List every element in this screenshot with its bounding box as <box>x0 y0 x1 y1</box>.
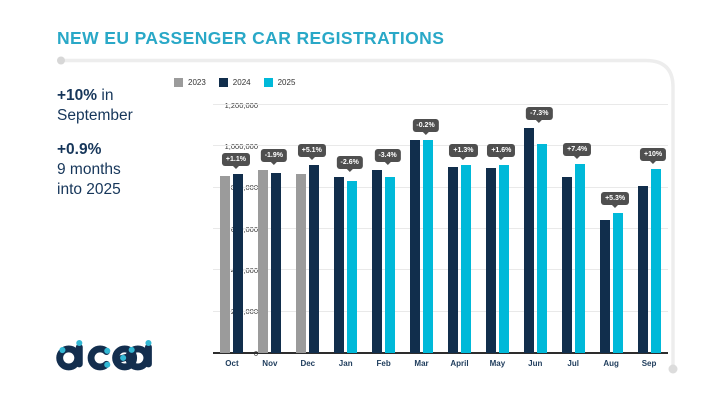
change-badge-Oct: +1.1% <box>221 153 250 167</box>
x-axis-label-Aug: Aug <box>603 359 619 368</box>
bar-Jul-2024 <box>561 176 572 353</box>
bar-Dec-2023 <box>296 173 307 353</box>
bar-Jun-2025 <box>536 144 547 353</box>
x-axis-month-labels: Oct Nov Dec Jan Feb Mar April May Jun Jul Aug Sep <box>213 359 668 373</box>
bar-Jul-2025 <box>574 163 585 353</box>
bar-group-Oct: +1.1% <box>213 105 251 353</box>
bar-Jan-2025 <box>347 181 358 353</box>
change-badge-Jun: -7.3% <box>526 106 553 120</box>
change-badge-Aug: +5.3% <box>601 191 630 205</box>
bar-Aug-2024 <box>599 219 610 353</box>
x-axis-label-Nov: Nov <box>262 359 278 368</box>
highlight-september-line2: September <box>57 107 133 124</box>
bar-April-2025 <box>460 164 471 353</box>
change-badge-Jul: +7.4% <box>563 142 592 156</box>
change-badge-May: +1.6% <box>487 143 516 157</box>
gridline <box>213 104 668 105</box>
gridline <box>213 228 668 229</box>
bar-group-Dec: +5.1% <box>289 105 327 353</box>
gridline <box>213 269 668 271</box>
bar-Feb-2025 <box>385 176 396 353</box>
legend-item-2024: 2024 <box>218 78 251 87</box>
x-axis-label-Oct: Oct <box>225 359 239 368</box>
logo-accent-dots <box>59 339 152 368</box>
bar-Mar-2025 <box>423 140 434 353</box>
bar-group-Jan: -2.6% <box>327 105 365 353</box>
acea-logo <box>56 339 152 371</box>
legend-label: 2025 <box>277 78 296 87</box>
gridline <box>213 310 668 312</box>
change-badge-Dec: +5.1% <box>297 143 326 157</box>
highlight-ytd-line2: 9 months <box>57 161 121 178</box>
highlight-ytd: +0.9% 9 months into 2025 <box>57 140 121 200</box>
highlight-ytd-value: +0.9% <box>57 141 102 158</box>
bar-Mar-2024 <box>410 139 421 353</box>
bar-group-Sep: +10% <box>630 105 668 353</box>
legend-label: 2023 <box>188 78 206 87</box>
y-axis-tick-label: 600,000 <box>230 224 258 234</box>
bar-group-May: +1.6% <box>478 105 516 353</box>
change-badge-April: +1.3% <box>449 143 478 157</box>
legend-swatch-2023 <box>174 78 183 87</box>
chart-legend: 2023 2024 2025 <box>174 78 295 87</box>
bar-group-Jul: +7.4% <box>554 105 592 353</box>
bar-group-Aug: +5.3% <box>592 105 630 353</box>
legend-swatch-2025 <box>263 78 273 87</box>
highlight-september-value: +10% <box>57 87 98 104</box>
bar-Feb-2024 <box>372 170 383 353</box>
y-axis-tick-label: 1,200,000 <box>224 100 258 110</box>
bar-group-Nov: -1.9% <box>251 105 289 353</box>
gridline <box>213 145 668 147</box>
x-axis-label-Jan: Jan <box>338 359 353 368</box>
legend-item-2023: 2023 <box>174 78 206 87</box>
bar-Oct-2023 <box>220 176 231 353</box>
legend-swatch-2024 <box>218 78 228 87</box>
bar-Nov-2024 <box>271 173 282 353</box>
x-axis-label-Mar: Mar <box>414 359 429 368</box>
highlight-september-suffix: in <box>97 87 114 104</box>
page-title: NEW EU PASSENGER CAR REGISTRATIONS <box>57 28 445 48</box>
bar-Oct-2024 <box>233 174 244 353</box>
x-axis-label-Feb: Feb <box>376 359 391 368</box>
bar-Sep-2024 <box>637 185 648 353</box>
legend-label: 2024 <box>232 78 251 87</box>
change-badge-Mar: -0.2% <box>412 118 439 132</box>
bar-May-2025 <box>498 164 509 353</box>
bar-group-Jun: -7.3% <box>516 105 554 353</box>
bar-May-2024 <box>485 167 496 353</box>
bar-group-Feb: -3.4% <box>365 105 403 353</box>
bar-group-April: +1.3% <box>441 105 479 353</box>
x-axis-label-Jul: Jul <box>567 359 579 368</box>
highlight-ytd-line3: into 2025 <box>57 181 121 198</box>
change-badge-Sep: +10% <box>639 148 667 162</box>
gridline <box>213 186 668 188</box>
bar-group-Mar: -0.2% <box>403 105 441 353</box>
change-badge-Jan: -2.6% <box>336 155 363 169</box>
x-axis-label-Jun: Jun <box>528 359 543 368</box>
bar-Sep-2025 <box>650 169 661 353</box>
bar-Jan-2024 <box>334 176 345 353</box>
legend-item-2025: 2025 <box>263 78 296 87</box>
highlight-september: +10% in September <box>57 86 133 126</box>
bar-Dec-2024 <box>309 164 320 353</box>
x-axis-label-Dec: Dec <box>300 359 316 368</box>
bar-Nov-2023 <box>258 170 269 353</box>
bar-April-2024 <box>447 167 458 353</box>
x-axis-label-May: May <box>489 359 506 368</box>
x-axis-label-Sep: Sep <box>641 359 657 368</box>
bar-chart-plot-area: +1.1% -1.9% +5.1% -2.6% -3.4% -0.2% +1.3% +1.6%… <box>213 104 668 354</box>
change-badge-Nov: -1.9% <box>260 149 288 163</box>
bar-Aug-2025 <box>612 212 623 353</box>
bar-Jun-2024 <box>523 127 534 353</box>
change-badge-Feb: -3.4% <box>374 149 401 163</box>
x-axis-line <box>213 352 668 354</box>
x-axis-label-April: April <box>450 359 469 368</box>
